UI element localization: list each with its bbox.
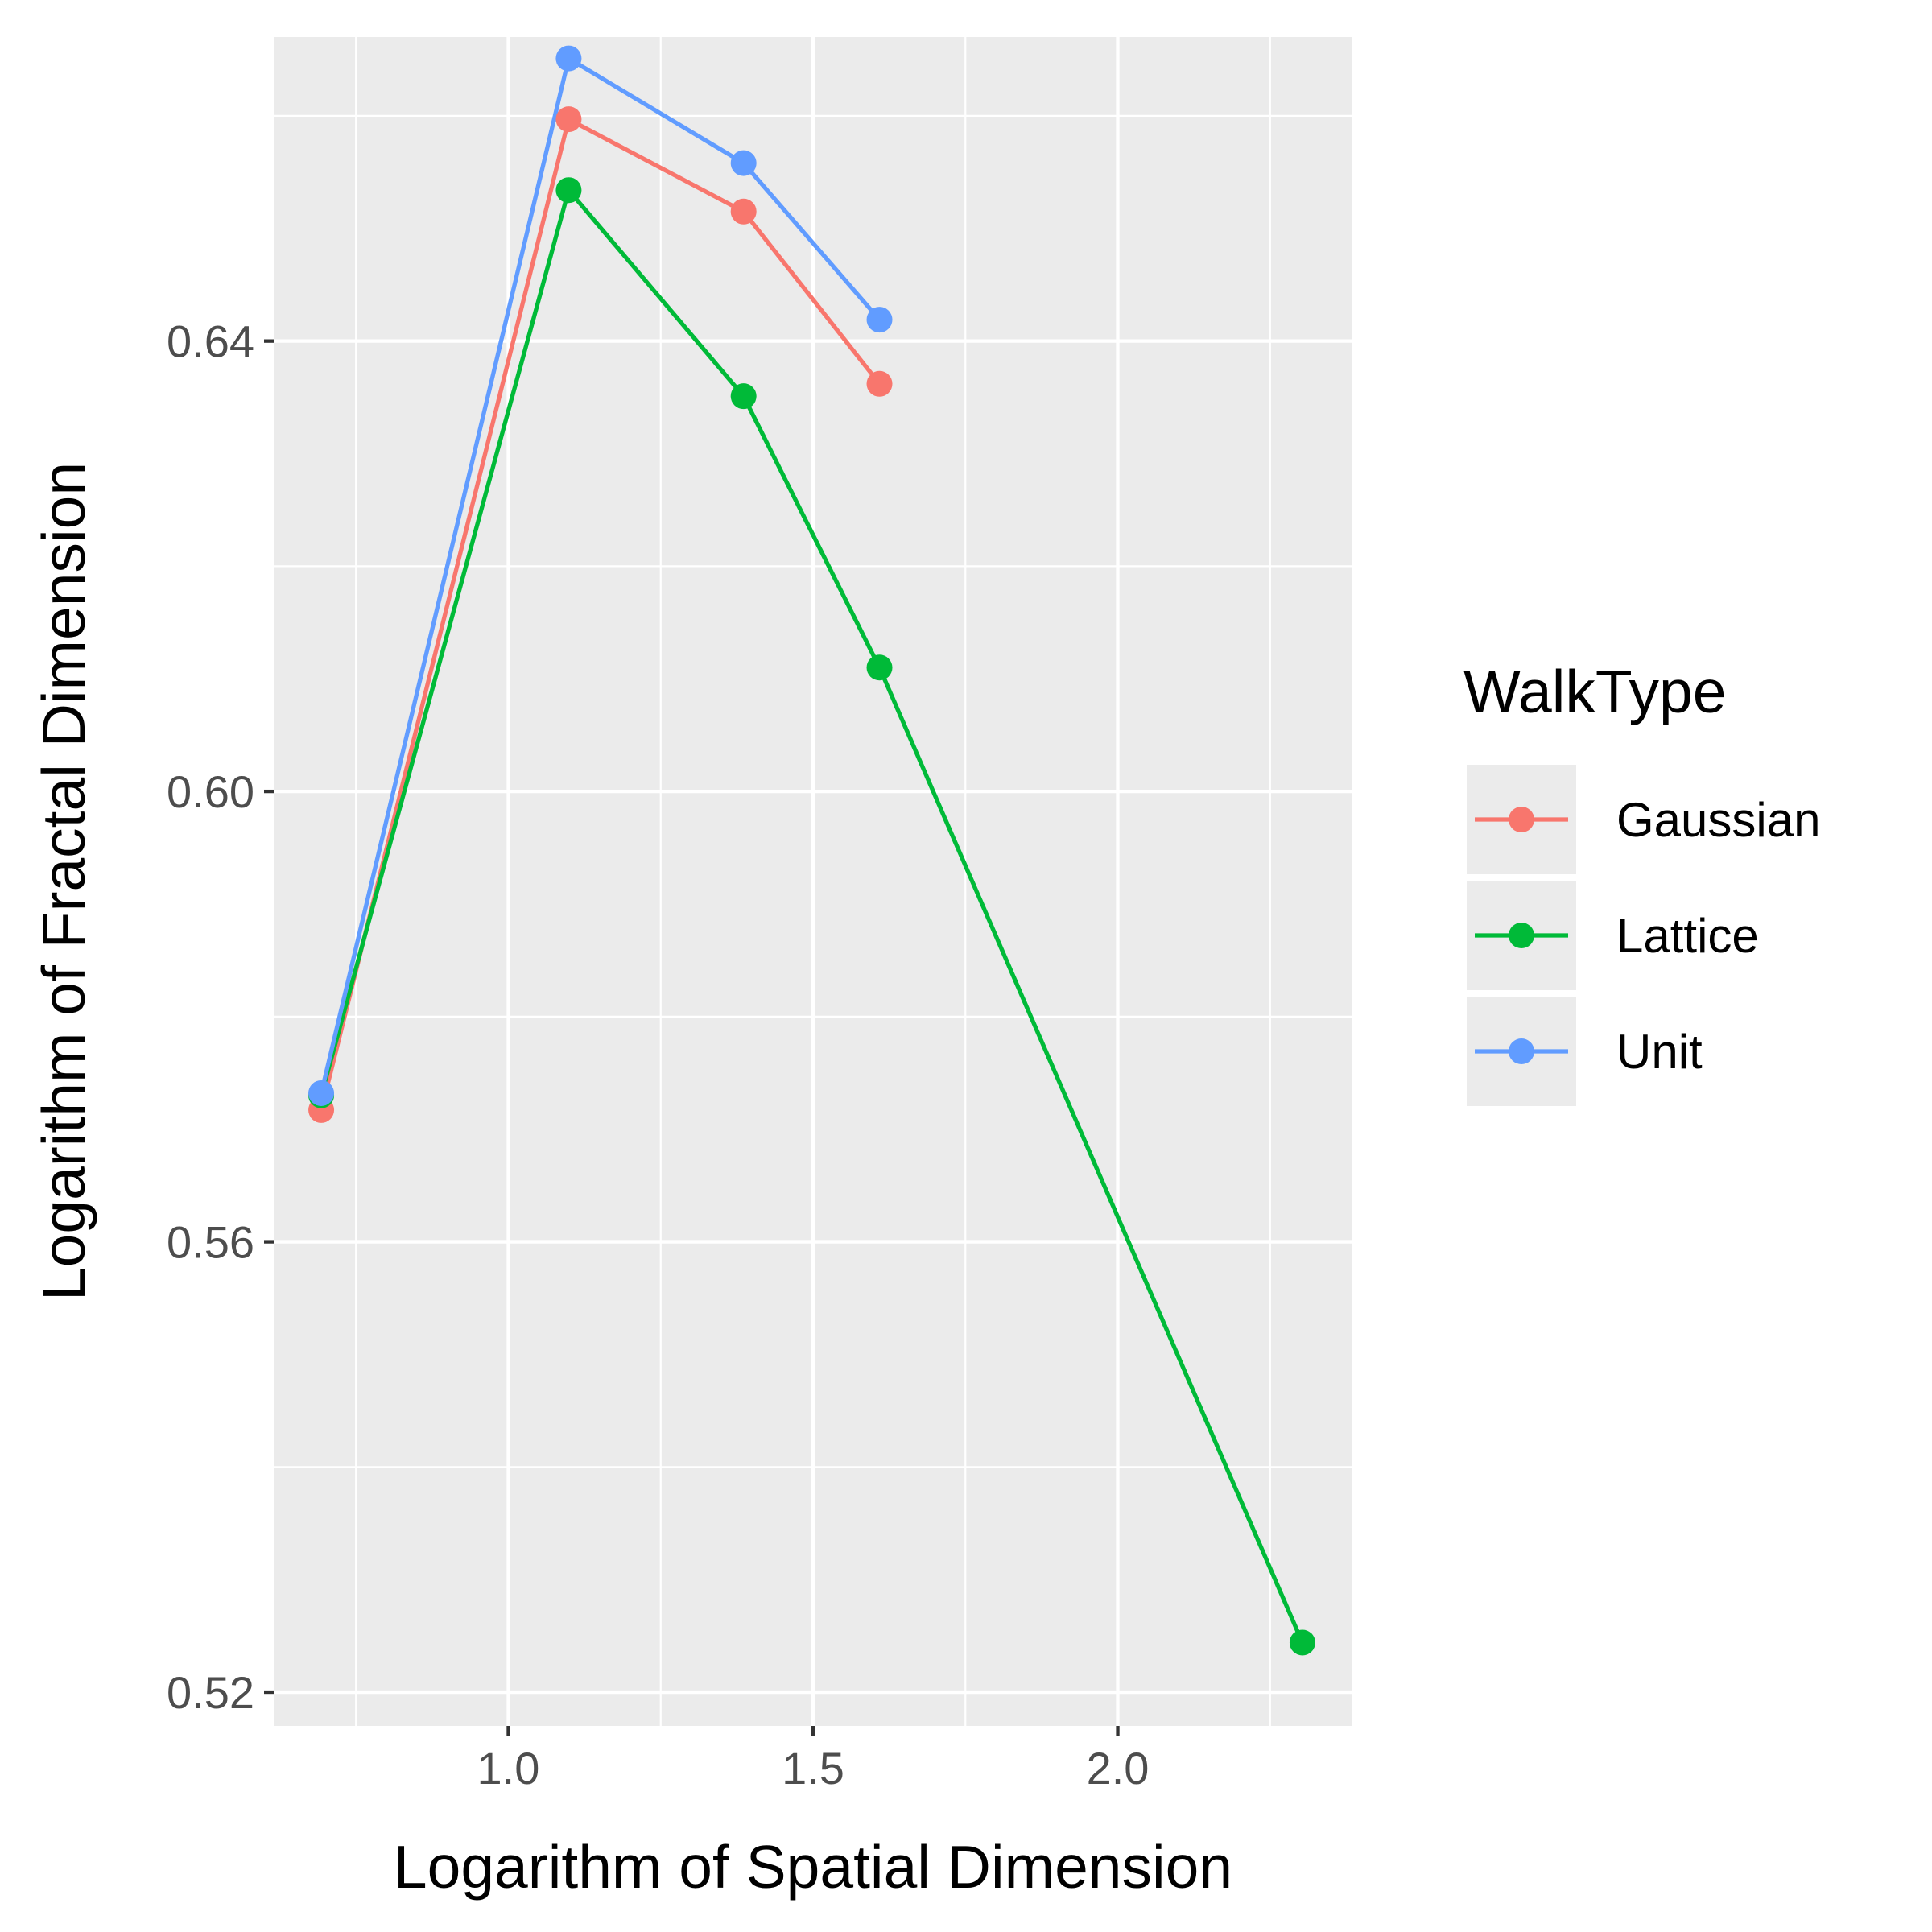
data-point-unit xyxy=(308,1080,335,1106)
legend-title: WalkType xyxy=(1463,658,1726,725)
y-tick-label: 0.52 xyxy=(167,1667,254,1718)
x-tick-label: 1.5 xyxy=(782,1743,844,1794)
y-tick-label: 0.56 xyxy=(167,1217,254,1268)
legend-keys: Gaussian Lattice Unit xyxy=(1467,765,1820,1106)
series-line-unit xyxy=(319,56,881,1094)
series-line-gaussian xyxy=(319,117,881,1111)
axis-tick-labels: 1.0 1.5 2.0 0.52 0.56 0.60 0.64 xyxy=(167,316,1149,1794)
legend-key-point xyxy=(1509,807,1534,832)
y-tick-label: 0.60 xyxy=(167,766,254,817)
y-tick-label: 0.64 xyxy=(167,316,254,367)
data-point-unit xyxy=(730,150,757,176)
data-point-unit xyxy=(866,307,893,333)
data-point-lattice xyxy=(555,177,582,204)
data-point-gaussian xyxy=(730,198,757,225)
legend: WalkType Gaussian Lattice Unit xyxy=(1463,658,1820,1106)
data-point-unit xyxy=(555,45,582,72)
data-point-lattice xyxy=(730,383,757,410)
legend-label-unit: Unit xyxy=(1616,1025,1703,1079)
data-point-lattice xyxy=(866,654,893,681)
x-tick-label: 1.0 xyxy=(477,1743,540,1794)
legend-label-lattice: Lattice xyxy=(1616,909,1759,963)
data-point-gaussian xyxy=(555,106,582,133)
data-point-gaussian xyxy=(866,370,893,397)
data-point-lattice xyxy=(1289,1629,1315,1656)
x-tick-label: 2.0 xyxy=(1087,1743,1150,1794)
series-layer xyxy=(308,45,1315,1656)
axis-ticks xyxy=(264,339,1120,1736)
legend-label-gaussian: Gaussian xyxy=(1616,793,1820,847)
legend-key-point xyxy=(1509,1038,1534,1064)
y-axis-title: Logarithm of Fractal Dimension xyxy=(30,462,97,1301)
x-axis-title: Logarithm of Spatial Dimension xyxy=(394,1833,1232,1901)
legend-key-point xyxy=(1509,923,1534,948)
